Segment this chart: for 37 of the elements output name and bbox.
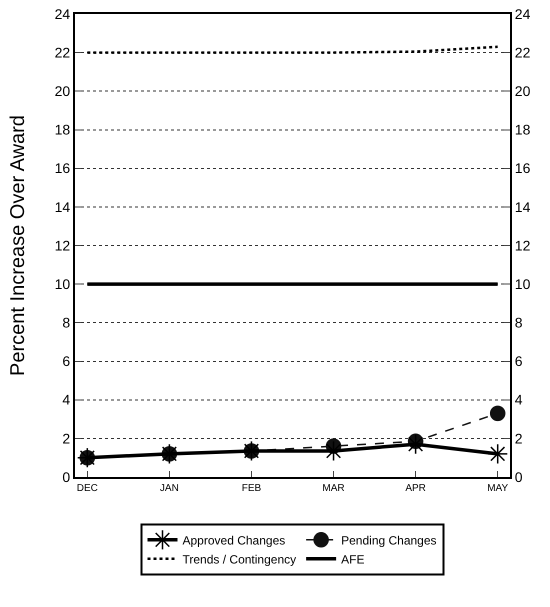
y2-tick-label: 14 xyxy=(514,198,531,215)
y2-tick-label: 10 xyxy=(514,276,531,292)
y-tick-label: 2 xyxy=(62,430,70,446)
y2-tick-label: 22 xyxy=(514,44,531,60)
x-tick-label: MAY xyxy=(487,483,508,494)
y2-tick-label: 16 xyxy=(514,160,531,176)
y2-tick-label: 18 xyxy=(514,122,531,138)
y2-tick-label: 0 xyxy=(514,468,523,485)
x-tick-label: FEB xyxy=(242,483,262,494)
y-axis-title: Percent Increase Over Award xyxy=(7,115,29,376)
y2-tick-label: 8 xyxy=(514,314,523,331)
y-tick-label: 24 xyxy=(54,6,70,22)
legend-label: Pending Changes xyxy=(341,533,437,548)
y2-tick-label: 2 xyxy=(514,430,523,446)
y2-tick-label: 4 xyxy=(514,392,523,408)
y-tick-label: 10 xyxy=(54,276,70,292)
legend-label: Trends / Contingency xyxy=(182,552,296,566)
y2-tick-label: 20 xyxy=(514,83,531,100)
y-tick-label: 0 xyxy=(62,468,70,485)
x-tick-label: JAN xyxy=(160,483,179,494)
y-tick-label: 4 xyxy=(62,392,70,408)
x-tick-label: MAR xyxy=(322,483,345,494)
y-tick-label: 14 xyxy=(54,198,70,215)
x-tick-label: APR xyxy=(405,483,426,494)
legend-label: AFE xyxy=(341,552,364,566)
y-tick-label: 18 xyxy=(54,122,70,138)
y2-tick-label: 24 xyxy=(514,6,531,22)
y-tick-label: 6 xyxy=(62,353,70,370)
y-tick-label: 20 xyxy=(54,83,70,100)
y-tick-label: 16 xyxy=(54,160,70,176)
y2-tick-label: 6 xyxy=(514,353,523,370)
legend-label: Approved Changes xyxy=(182,533,286,548)
y2-tick-label: 12 xyxy=(514,237,531,254)
y-tick-label: 12 xyxy=(54,237,70,254)
x-tick-label: DEC xyxy=(76,483,98,494)
y-tick-label: 22 xyxy=(54,44,70,60)
y-tick-label: 8 xyxy=(62,314,70,331)
